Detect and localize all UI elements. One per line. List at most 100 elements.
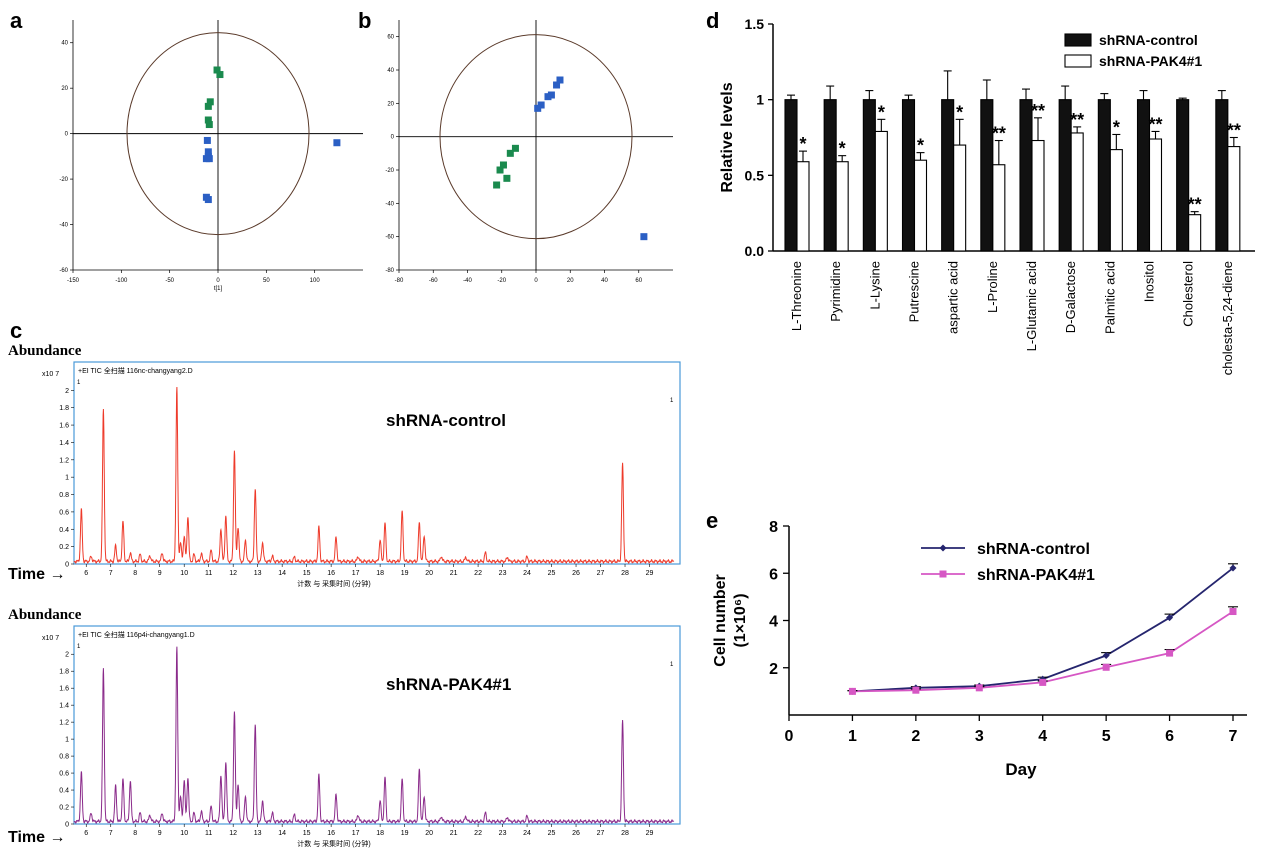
x-tick-label: 0 <box>785 728 794 745</box>
y-tick-label: 0 <box>65 562 69 569</box>
x-tick-label: 13 <box>254 830 262 837</box>
y-tick-label: 0 <box>391 135 395 141</box>
x-tick-label: 29 <box>646 830 654 837</box>
time-arrow-label-pak4: Time → <box>8 829 66 846</box>
y-tick-label: 0.5 <box>745 167 765 183</box>
x-tick-label: 60 <box>635 278 642 284</box>
x-tick-label: 9 <box>158 830 162 837</box>
x-tick-label: 50 <box>263 278 270 284</box>
y-tick-label: 1.4 <box>59 440 69 447</box>
data-point <box>206 98 214 106</box>
category-label: L-Glutamic acid <box>1024 261 1039 351</box>
y-tick-label: 4 <box>769 614 778 631</box>
data-point <box>511 144 519 152</box>
significance-mark: * <box>1113 117 1120 137</box>
score-plot-b: -80 -60 -40 -20 0 20 40 60 -80 -60 -40 -20 0 20 40 60 <box>385 20 673 284</box>
x-tick-label: 7 <box>1229 728 1238 745</box>
significance-mark: ** <box>1188 195 1202 215</box>
data-point <box>556 76 564 84</box>
panel-label-c: c <box>10 318 23 343</box>
x-tick-label: -100 <box>115 278 128 284</box>
x-tick-label: -40 <box>463 278 472 284</box>
x-tick-label: 19 <box>401 830 409 837</box>
y-tick-label: 2 <box>65 388 69 395</box>
bar <box>992 164 1006 252</box>
x-tick-label: -60 <box>429 278 438 284</box>
x-axis-label: t[1] <box>214 286 223 292</box>
x-tick-label: 15 <box>303 830 311 837</box>
x-axis-label: 计数 与 采集时间 (分钟) <box>297 579 371 588</box>
x-tick-label: 7 <box>109 830 113 837</box>
y-tick-label: 20 <box>387 101 394 107</box>
data-point <box>204 102 212 110</box>
x-tick-label: 18 <box>376 830 384 837</box>
x-tick-label: 20 <box>425 830 433 837</box>
x-tick-label: 14 <box>278 570 286 577</box>
data-point <box>205 155 213 163</box>
x-tick-label: 9 <box>158 570 162 577</box>
data-point <box>553 81 561 89</box>
corner-mark-left: 1 <box>77 380 81 386</box>
bar <box>1176 99 1190 252</box>
y-tick-label: 0.2 <box>59 805 69 812</box>
y-tick-label: 20 <box>61 86 68 92</box>
corner-mark-left: 1 <box>77 644 81 650</box>
x-tick-label: 8 <box>133 570 137 577</box>
x-tick-label: 29 <box>646 570 654 577</box>
x-tick-label: 25 <box>548 570 556 577</box>
bar <box>874 130 888 252</box>
data-point <box>333 139 341 147</box>
x-tick-label: 27 <box>597 570 605 577</box>
growth-chart-e: 2 4 6 8 0 1 2 3 4 5 6 7 Day Cell number (1×10⁶) shRNA-c… <box>712 519 1247 779</box>
x-tick-label: 10 <box>180 830 188 837</box>
y-tick-label: 1 <box>65 737 69 744</box>
x-tick-label: -20 <box>497 278 506 284</box>
x-tick-label: 12 <box>229 570 237 577</box>
y-tick-label: 1.5 <box>745 16 765 32</box>
y-axis-label: Relative levels <box>719 82 736 192</box>
data-marker <box>1166 614 1174 622</box>
category-label: Inositol <box>1142 261 1157 302</box>
y-tick-label: 40 <box>387 68 394 74</box>
data-marker <box>1166 649 1174 657</box>
y-tick-label: -40 <box>59 223 68 229</box>
x-tick-label: -80 <box>395 278 404 284</box>
time-arrow-label-control: Time → <box>8 566 66 583</box>
x-axis-label: Day <box>1005 760 1037 779</box>
y-tick-label: 60 <box>387 35 394 41</box>
x-tick-label: 22 <box>474 830 482 837</box>
y-tick-label: 2 <box>65 652 69 659</box>
y-tick-label: 40 <box>61 41 68 47</box>
legend-marker <box>939 570 947 578</box>
significance-mark: * <box>956 102 963 122</box>
y-tick-label: 1.6 <box>59 686 69 693</box>
category-label: Cholesterol <box>1181 261 1196 327</box>
data-point <box>205 121 213 129</box>
panel-label-a: a <box>10 8 23 33</box>
bar <box>835 161 849 252</box>
y-tick-label: 1.2 <box>59 457 69 464</box>
x-tick-label: 22 <box>474 570 482 577</box>
bar-chart-d: 0.0 0.5 1 1.5 Relative levels * L-Threonine * Py… <box>719 16 1255 375</box>
x-tick-label: 20 <box>567 278 574 284</box>
data-marker <box>1102 651 1110 659</box>
bar <box>1227 146 1241 252</box>
data-point <box>503 174 511 182</box>
bar <box>901 99 916 252</box>
significance-mark: ** <box>1070 110 1084 130</box>
y-tick-label: 6 <box>769 566 778 583</box>
x-axis-label: 计数 与 采集时间 (分钟) <box>297 839 371 848</box>
y-tick-label: 0.4 <box>59 788 69 795</box>
category-label: L-Proline <box>985 261 1000 313</box>
category-label: Putrescine <box>907 261 922 322</box>
y-tick-label: 0 <box>65 822 69 829</box>
y-axis-label: Cell number <box>712 574 729 666</box>
significance-mark: * <box>839 139 846 159</box>
data-point <box>204 196 212 204</box>
y-tick-label: 0 <box>65 132 69 138</box>
x-tick-label: 100 <box>310 278 321 284</box>
data-point <box>506 149 514 157</box>
bar <box>1031 139 1045 252</box>
x-tick-label: 15 <box>303 570 311 577</box>
x-tick-label: 24 <box>523 570 531 577</box>
